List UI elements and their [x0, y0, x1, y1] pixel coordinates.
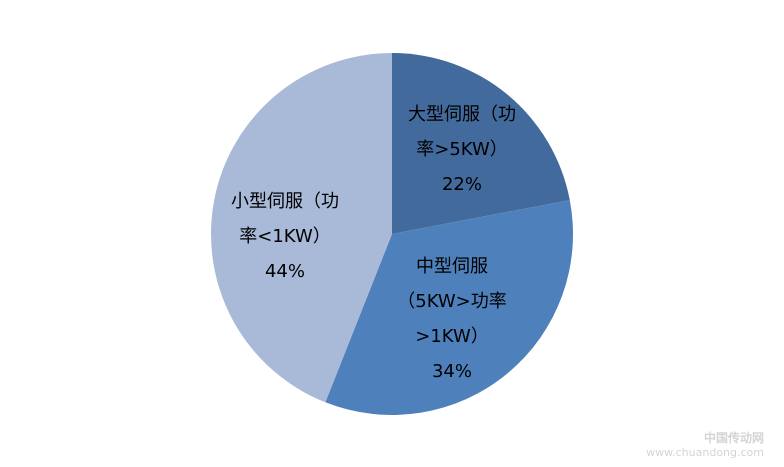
slice-percent-label: 44%: [265, 261, 305, 282]
pie-slice-2: [210, 53, 392, 403]
slice-percent-label: 22%: [442, 174, 482, 195]
watermark-name: 中国传动网: [703, 431, 764, 445]
watermark: 中国传动网 www.chuandong.com: [646, 429, 764, 459]
slice-label: >1KW）: [415, 326, 489, 347]
slice-label: （5KW>功率: [397, 291, 507, 312]
slice-label: 率<1KW）: [239, 226, 331, 247]
slice-label: 中型伺服: [416, 256, 488, 277]
pie-slice-1: [325, 200, 574, 416]
slice-label: 大型伺服（功: [408, 104, 516, 125]
slice-label: 小型伺服（功: [231, 191, 339, 212]
pie-slice-0: [392, 53, 570, 234]
slice-label: 率>5KW）: [416, 139, 508, 160]
watermark-url: www.chuandong.com: [646, 446, 764, 459]
slice-percent-label: 34%: [432, 361, 472, 382]
